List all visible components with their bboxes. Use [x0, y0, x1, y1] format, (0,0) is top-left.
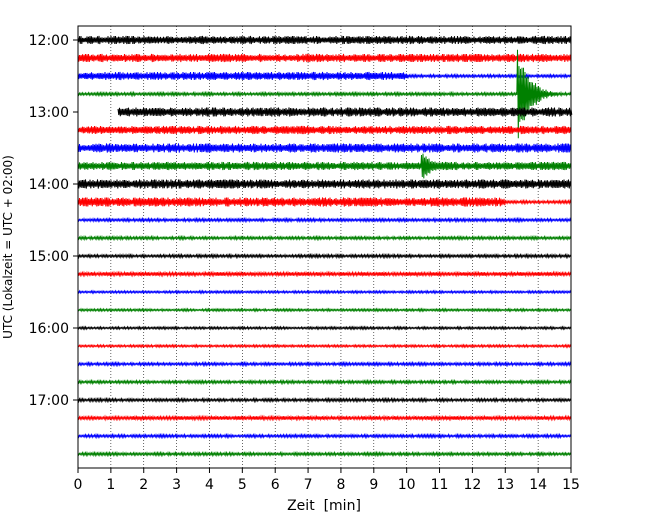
seismogram-trace — [77, 197, 572, 207]
x-tick-label: 0 — [74, 477, 83, 493]
y-tick-label: 17:00 — [29, 393, 69, 409]
x-tick-label: 13 — [496, 477, 514, 493]
seismogram-trace — [77, 153, 572, 179]
seismogram-trace — [77, 71, 572, 81]
seismogram-traces — [77, 35, 573, 458]
seismogram-trace — [77, 289, 572, 295]
x-tick-label: 4 — [205, 477, 214, 493]
seismogram-trace — [77, 216, 572, 224]
seismogram-trace — [77, 49, 572, 139]
seismogram-trace — [77, 307, 572, 313]
x-axis-ticks: 0 1 2 3 4 5 6 7 8 9 10 11 12 13 14 15 — [74, 468, 580, 493]
x-tick-label: 11 — [431, 477, 449, 493]
x-tick-label: 2 — [139, 477, 148, 493]
seismogram-trace — [77, 234, 572, 242]
y-tick-label: 14:00 — [29, 177, 69, 193]
y-tick-label: 15:00 — [29, 249, 69, 265]
x-tick-label: 9 — [369, 477, 378, 493]
x-tick-label: 5 — [238, 477, 247, 493]
seismogram-trace — [77, 179, 572, 189]
x-tick-label: 12 — [463, 477, 481, 493]
y-tick-label: 16:00 — [29, 321, 69, 337]
seismogram-trace — [117, 107, 573, 117]
seismogram-trace — [77, 360, 572, 368]
x-tick-label: 15 — [562, 477, 580, 493]
x-axis-label: Zeit [min] — [287, 498, 361, 514]
x-tick-label: 8 — [336, 477, 345, 493]
seismogram-trace — [77, 396, 572, 404]
x-tick-label: 6 — [271, 477, 280, 493]
seismogram-trace — [77, 270, 572, 278]
x-tick-label: 7 — [304, 477, 313, 493]
y-tick-label: 12:00 — [29, 33, 69, 49]
x-tick-label: 3 — [172, 477, 181, 493]
x-tick-label: 10 — [398, 477, 416, 493]
y-tick-label: 13:00 — [29, 105, 69, 121]
seismogram-trace — [77, 143, 572, 153]
seismogram-trace — [77, 325, 572, 331]
y-axis-label: UTC (Lokalzeit = UTC + 02:00) — [1, 155, 15, 339]
plot-area-frame — [77, 25, 572, 469]
x-tick-label: 1 — [106, 477, 115, 493]
seismogram-trace — [77, 432, 572, 440]
seismogram-trace — [77, 35, 572, 45]
y-axis-ticks: 12:00 13:00 14:00 15:00 16:00 17:00 — [29, 33, 78, 409]
seismogram-trace — [77, 378, 572, 386]
x-tick-label: 14 — [529, 477, 547, 493]
seismogram-trace — [77, 414, 572, 422]
seismogram-trace — [77, 343, 572, 349]
seismogram-trace — [77, 252, 572, 260]
seismogram-trace — [77, 450, 572, 458]
seismogram-trace — [77, 53, 572, 63]
seismogram-trace — [77, 125, 572, 135]
